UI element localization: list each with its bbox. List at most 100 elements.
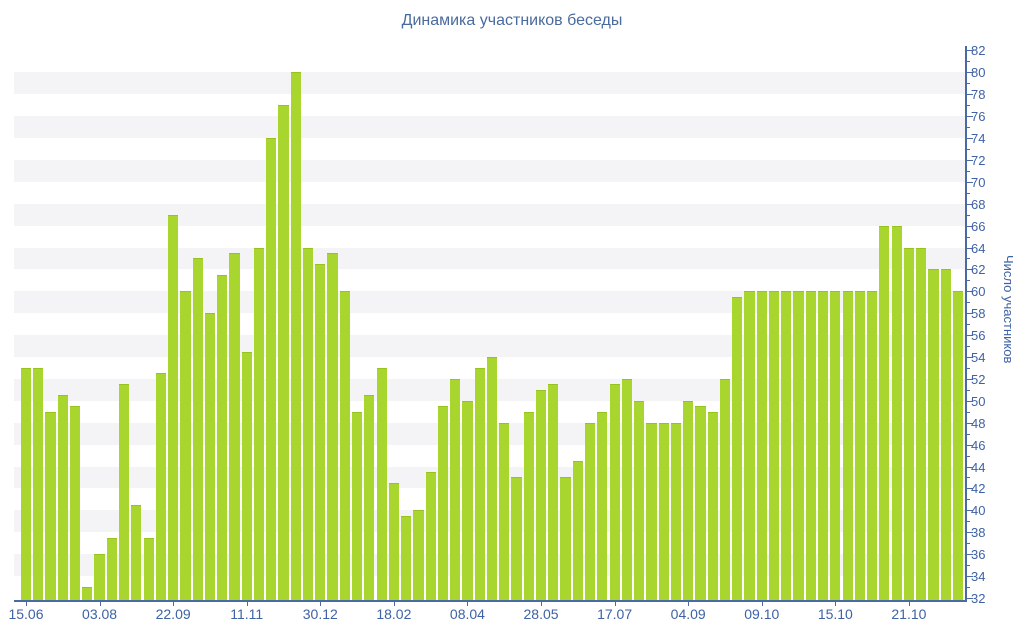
bar[interactable]: [278, 105, 289, 601]
bar[interactable]: [879, 225, 890, 601]
bar[interactable]: [253, 247, 265, 601]
bar[interactable]: [744, 291, 755, 601]
y-tick-label: 52: [971, 371, 986, 387]
bar[interactable]: [266, 138, 277, 601]
bar[interactable]: [817, 291, 829, 601]
bar[interactable]: [94, 554, 105, 601]
bar[interactable]: [45, 411, 56, 601]
bar[interactable]: [20, 367, 32, 601]
bar[interactable]: [131, 504, 142, 601]
bar[interactable]: [597, 411, 608, 601]
bar[interactable]: [523, 411, 534, 601]
bar[interactable]: [621, 378, 632, 601]
bar[interactable]: [670, 422, 682, 601]
bar[interactable]: [204, 313, 216, 601]
bar[interactable]: [241, 351, 252, 601]
bar[interactable]: [474, 367, 485, 601]
bar[interactable]: [462, 400, 473, 601]
bar[interactable]: [793, 291, 804, 601]
bar[interactable]: [168, 214, 179, 601]
bar[interactable]: [229, 252, 240, 601]
bar[interactable]: [217, 274, 228, 601]
bar[interactable]: [584, 422, 596, 601]
bar[interactable]: [719, 378, 731, 601]
bar[interactable]: [646, 422, 657, 601]
bar[interactable]: [290, 72, 301, 601]
bar[interactable]: [143, 537, 154, 601]
bar[interactable]: [302, 247, 314, 601]
bar[interactable]: [352, 411, 363, 601]
bar[interactable]: [867, 291, 878, 601]
bar[interactable]: [928, 269, 939, 601]
x-tick-label: 09.10: [744, 606, 780, 622]
y-minor-tick: [967, 586, 970, 588]
bar[interactable]: [437, 406, 449, 601]
bar[interactable]: [82, 586, 93, 601]
bar[interactable]: [952, 291, 964, 601]
bar[interactable]: [339, 291, 350, 601]
bar[interactable]: [634, 400, 645, 601]
bar[interactable]: [511, 477, 522, 601]
bar[interactable]: [315, 263, 326, 601]
bar[interactable]: [106, 537, 117, 601]
bar[interactable]: [376, 367, 387, 601]
bar[interactable]: [413, 510, 424, 601]
bar[interactable]: [805, 291, 816, 601]
y-major-tick: [967, 291, 973, 293]
bar[interactable]: [69, 406, 81, 601]
bar[interactable]: [609, 384, 620, 601]
y-minor-tick: [967, 302, 970, 304]
bar[interactable]: [486, 357, 498, 601]
bar[interactable]: [57, 395, 68, 601]
y-tick-label: 58: [971, 306, 986, 322]
bar[interactable]: [732, 296, 743, 601]
bar[interactable]: [450, 378, 461, 601]
bar[interactable]: [425, 471, 436, 601]
x-tick-label: 30.12: [302, 606, 338, 622]
bar[interactable]: [756, 291, 767, 601]
bar[interactable]: [854, 291, 865, 601]
bar[interactable]: [119, 384, 130, 601]
bar[interactable]: [891, 225, 902, 601]
bar[interactable]: [499, 422, 510, 601]
y-minor-tick: [967, 214, 970, 216]
bar[interactable]: [707, 411, 718, 601]
y-major-tick: [967, 159, 973, 161]
bar[interactable]: [560, 477, 571, 601]
grid-stripe: [14, 159, 965, 182]
bar[interactable]: [535, 389, 547, 601]
y-major-tick: [967, 203, 973, 205]
bar[interactable]: [781, 291, 792, 601]
y-tick-label: 66: [971, 218, 986, 234]
bar[interactable]: [768, 291, 780, 601]
bar[interactable]: [940, 269, 951, 601]
bar[interactable]: [401, 515, 412, 601]
y-tick-label: 40: [971, 503, 986, 519]
x-tick: [99, 602, 101, 606]
bar[interactable]: [327, 252, 338, 601]
x-tick: [173, 602, 175, 606]
bar[interactable]: [364, 395, 375, 601]
bar[interactable]: [658, 422, 669, 601]
x-tick-label: 04.09: [670, 606, 706, 622]
bar[interactable]: [903, 247, 915, 601]
bar[interactable]: [830, 291, 841, 601]
y-tick-label: 82: [971, 43, 986, 59]
x-tick-label: 28.05: [523, 606, 559, 622]
bar[interactable]: [33, 367, 44, 601]
bar[interactable]: [695, 406, 706, 601]
bar[interactable]: [916, 247, 927, 601]
bar[interactable]: [572, 461, 583, 601]
bar[interactable]: [155, 373, 166, 601]
y-major-tick: [967, 532, 973, 534]
y-minor-tick: [967, 192, 970, 194]
y-tick-label: 48: [971, 415, 986, 431]
bar[interactable]: [842, 291, 853, 601]
bar[interactable]: [683, 400, 694, 601]
y-tick-label: 72: [971, 152, 986, 168]
bar[interactable]: [388, 482, 399, 601]
bar[interactable]: [180, 291, 191, 601]
bar[interactable]: [548, 384, 559, 601]
bar[interactable]: [192, 258, 203, 601]
